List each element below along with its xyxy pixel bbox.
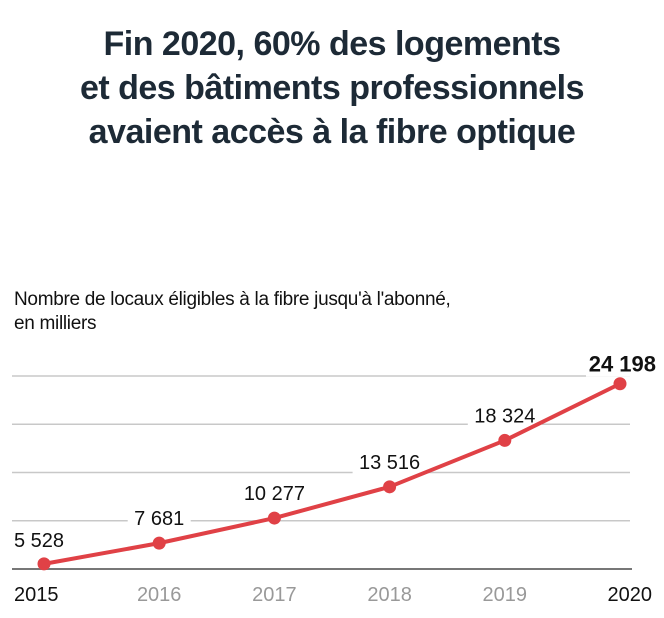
chart-subtitle: Nombre de locaux éligibles à la fibre ju…	[14, 288, 451, 336]
subtitle-line-1: Nombre de locaux éligibles à la fibre ju…	[14, 289, 451, 310]
data-label-background	[586, 353, 660, 377]
data-label: 5 528	[14, 530, 64, 552]
title-line-2: et des bâtiments professionnels	[79, 69, 585, 107]
series-line	[42, 381, 622, 566]
data-point	[383, 480, 397, 494]
x-tick-label: 2020	[608, 584, 653, 606]
data-point	[498, 433, 512, 447]
data-label: 13 516	[359, 452, 420, 474]
data-labels: 5 528 7 681 10 277 13 516 18 324 24 198	[14, 352, 656, 552]
data-label: 7 681	[134, 508, 184, 530]
data-label-background	[467, 404, 542, 428]
data-points	[37, 377, 627, 571]
chart-title: Fin 2020, 60% des logements et des bâtim…	[0, 22, 664, 154]
data-label-background	[10, 528, 73, 552]
data-label: 18 324	[474, 405, 535, 427]
x-tick-label: 2015	[14, 584, 59, 606]
data-point	[267, 511, 281, 525]
x-tick-label: 2017	[252, 584, 297, 606]
data-label-background	[352, 450, 427, 474]
data-label-background	[127, 507, 191, 531]
title-line-1: Fin 2020, 60% des logements	[103, 25, 561, 63]
data-label: 24 198	[589, 352, 656, 377]
x-tick-label: 2019	[483, 584, 528, 606]
gridlines	[10, 353, 660, 570]
subtitle-line-2: en milliers	[14, 313, 97, 334]
x-tick-label: 2016	[137, 584, 182, 606]
data-label-background	[237, 482, 312, 506]
data-point	[152, 536, 166, 550]
data-label: 10 277	[244, 483, 305, 505]
x-tick-label: 2018	[367, 584, 412, 606]
x-axis-ticks: 2015 2016 2017 2018 2019 2020	[14, 584, 652, 606]
data-point	[37, 557, 51, 571]
series-line-group	[42, 381, 622, 566]
title-line-3: avaient accès à la fibre optique	[88, 113, 576, 151]
data-point	[613, 377, 627, 391]
